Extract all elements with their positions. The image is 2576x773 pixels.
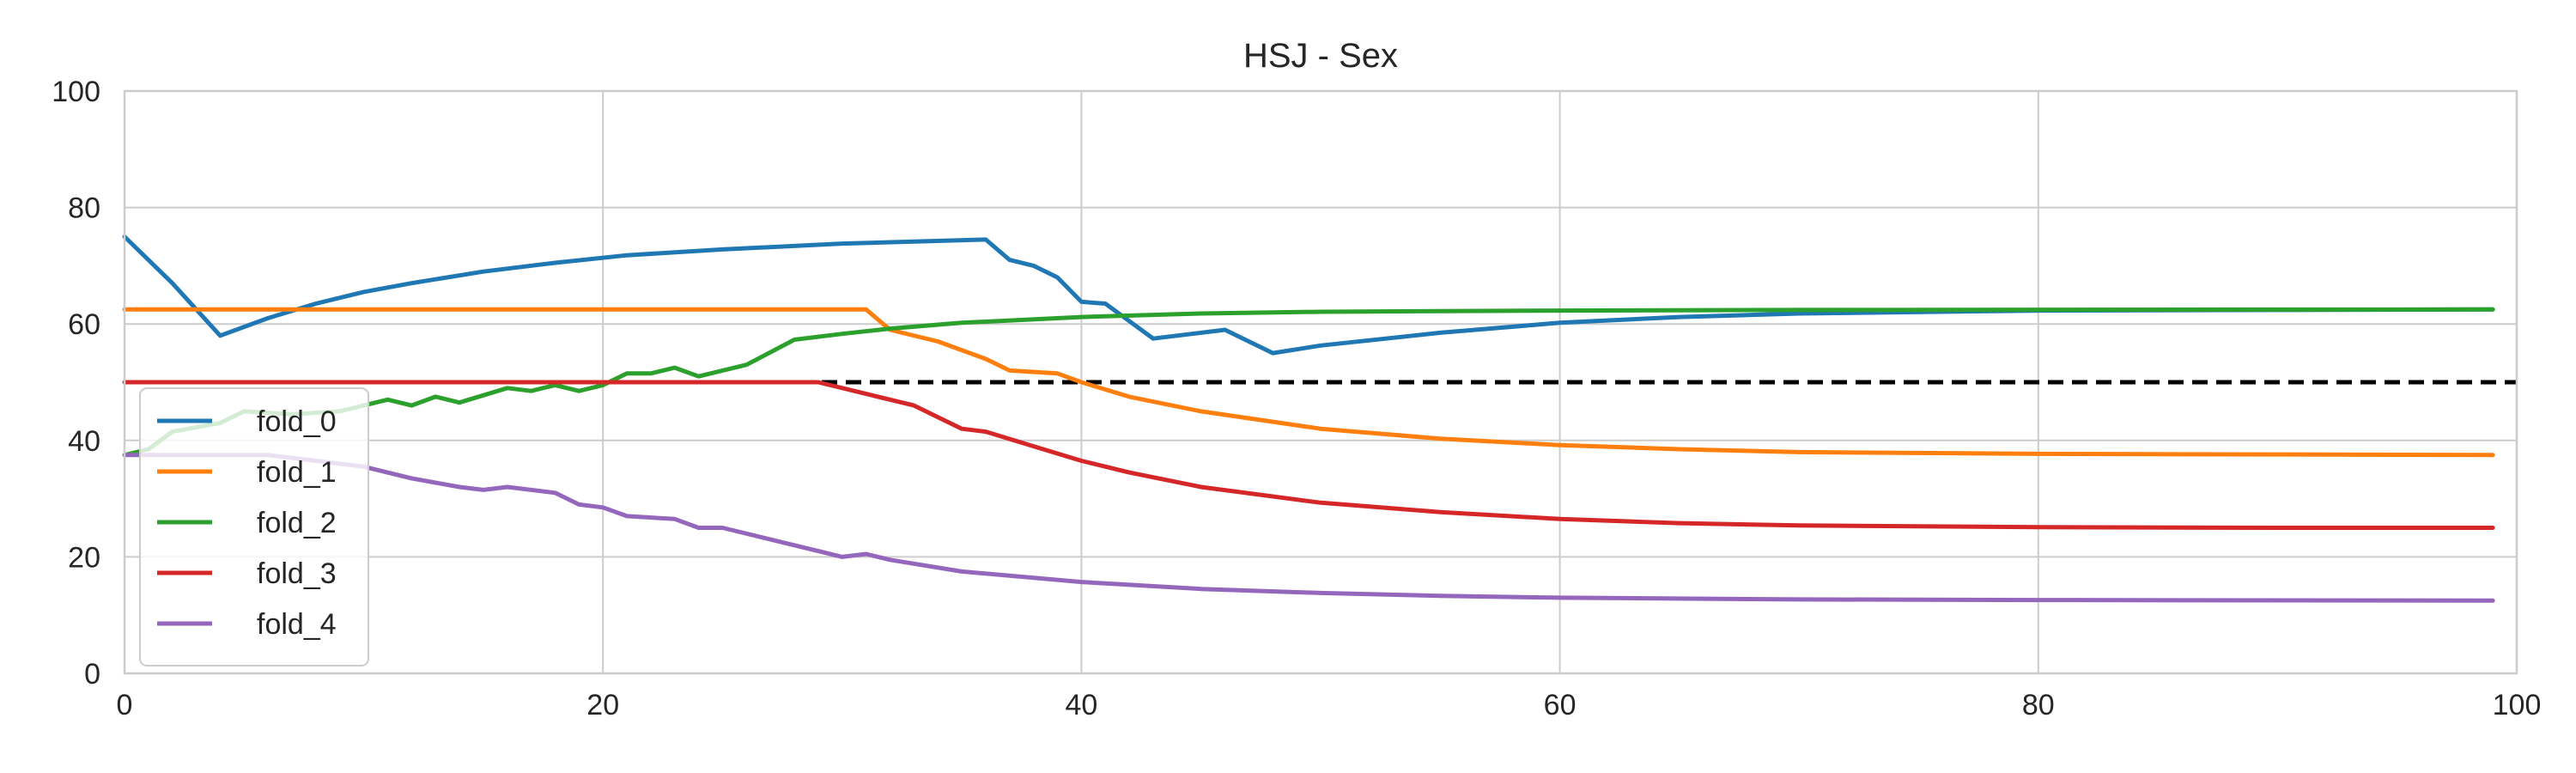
y-axis-ticks: 0 20 40 60 80 100: [52, 76, 100, 691]
y-tick-label: 60: [68, 308, 100, 341]
legend: fold_0 fold_1 fold_2 fold_3 fold_4: [139, 387, 369, 666]
plot-frame: [123, 89, 2518, 675]
series-line-fold-1: [122, 307, 2495, 458]
y-tick-label: 40: [68, 425, 100, 458]
x-axis-ticks: 0 20 40 60 80 100: [117, 689, 2542, 721]
legend-box: [139, 387, 369, 666]
series-layer: [122, 234, 2495, 603]
x-tick-label: 0: [117, 689, 133, 721]
x-tick-label: 40: [1065, 689, 1097, 721]
series-line-fold-4: [122, 453, 2495, 603]
y-tick-label: 100: [52, 76, 100, 108]
legend-label: fold_2: [257, 507, 337, 539]
y-tick-label: 20: [68, 541, 100, 574]
legend-label: fold_4: [257, 608, 337, 641]
series-line-fold-3: [122, 380, 2495, 530]
series-line-fold-0: [122, 234, 2495, 356]
legend-label: fold_3: [257, 557, 337, 590]
chart-title: HSJ - Sex: [1243, 37, 1398, 75]
legend-label: fold_1: [257, 456, 337, 489]
x-tick-label: 60: [1544, 689, 1577, 721]
y-tick-label: 80: [68, 192, 100, 225]
legend-label: fold_0: [257, 405, 337, 438]
y-tick-label: 0: [84, 658, 100, 691]
x-tick-label: 100: [2493, 689, 2542, 721]
x-tick-label: 80: [2022, 689, 2055, 721]
x-tick-label: 20: [586, 689, 619, 721]
